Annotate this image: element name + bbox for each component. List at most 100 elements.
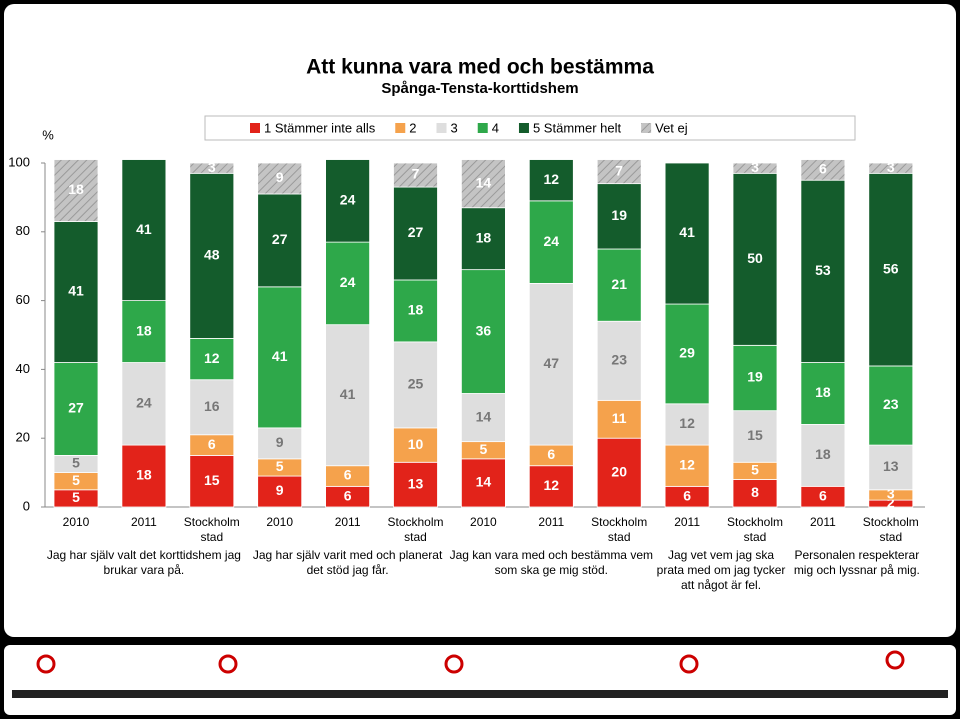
x-tick-label: Stockholm stad: [726, 515, 784, 544]
data-label: 18: [815, 384, 831, 400]
legend-label: Vet ej: [655, 120, 688, 135]
bar-segment: [189, 379, 235, 436]
y-tick-label: 20: [16, 430, 30, 445]
data-label: 6: [819, 487, 827, 503]
bar-segment: [460, 269, 506, 394]
bar-segment: [596, 159, 642, 185]
data-label: 20: [611, 463, 627, 479]
data-label: 5: [72, 472, 80, 488]
data-label: 3: [887, 486, 895, 502]
x-tick-label: 2011: [130, 515, 157, 529]
legend-label: 3: [451, 120, 458, 135]
data-label: 23: [611, 352, 627, 368]
bar-segment: [596, 248, 642, 322]
data-label: 6: [344, 487, 352, 503]
bar-segment: [189, 172, 235, 339]
bar-segment: [800, 362, 846, 425]
legend-label: 1 Stämmer inte alls: [264, 120, 376, 135]
data-label: 12: [679, 415, 695, 431]
bar-segment: [800, 159, 846, 181]
data-label: 41: [68, 283, 84, 299]
bar-segment: [868, 365, 914, 446]
data-label: 27: [272, 231, 288, 247]
legend-swatch: [477, 123, 488, 133]
bar-segment: [528, 282, 574, 446]
data-label: 36: [476, 322, 492, 338]
data-label: 27: [408, 224, 424, 240]
bar-segment: [325, 324, 371, 467]
bar-segment: [257, 475, 303, 508]
chart-subtitle: Spånga-Tensta-korttidshem: [381, 80, 578, 97]
data-label: 24: [340, 192, 356, 208]
data-label: 19: [611, 207, 627, 223]
data-label: 12: [204, 350, 220, 366]
data-label: 5: [751, 462, 759, 478]
data-label: 41: [136, 221, 152, 237]
bar-segment: [732, 410, 778, 463]
y-tick-label: 40: [16, 361, 30, 376]
data-label: 9: [276, 169, 284, 185]
bar-segment: [393, 279, 438, 343]
bar-segment: [664, 162, 710, 305]
data-label: 27: [68, 400, 84, 416]
data-label: 10: [408, 436, 424, 452]
bar-segment: [257, 162, 303, 195]
x-tick-label: 2011: [809, 515, 836, 529]
x-tick-label: 2011: [538, 515, 565, 529]
bar-segment: [257, 286, 303, 429]
data-label: 3: [208, 159, 216, 175]
data-label: 18: [476, 229, 492, 245]
data-label: 21: [611, 276, 627, 292]
data-label: 9: [276, 482, 284, 498]
x-tick-label: 2011: [334, 515, 361, 529]
data-label: 11: [612, 410, 627, 426]
data-label: 9: [276, 434, 284, 450]
silhouettes: [12, 650, 948, 698]
bar-segment: [732, 344, 778, 412]
data-label: 7: [412, 166, 420, 182]
bar-segment: [325, 241, 371, 326]
y-axis-label: %: [42, 127, 54, 142]
bar-segment: [596, 183, 642, 250]
data-label: 41: [272, 348, 288, 364]
x-tick-label: 2010: [470, 515, 497, 529]
bar-segment: [528, 159, 574, 202]
data-label: 41: [679, 224, 695, 240]
bar-segment: [596, 437, 642, 508]
data-label: 6: [208, 436, 216, 452]
data-label: 24: [340, 274, 356, 290]
data-label: 18: [136, 322, 152, 338]
bar-segment: [325, 159, 371, 243]
data-label: 24: [136, 395, 152, 411]
data-label: 5: [72, 455, 80, 471]
x-tick-label: 2011: [674, 515, 700, 529]
bar-segment: [596, 320, 642, 401]
legend: [204, 115, 856, 141]
x-tick-label: Stockholm stad: [183, 515, 240, 544]
data-label: 5: [276, 458, 284, 474]
legend-swatch: [395, 123, 406, 133]
bar-segment: [732, 172, 778, 346]
data-label: 13: [883, 458, 899, 474]
group-label: Jag har själv valt det korttidshem jag b…: [46, 548, 241, 577]
data-label: 29: [679, 345, 695, 361]
data-label: 50: [747, 250, 763, 266]
data-label: 6: [683, 487, 691, 503]
data-label: 13: [408, 475, 424, 491]
x-tick-label: 2010: [62, 515, 90, 529]
data-label: 16: [204, 398, 220, 414]
bar-segment: [528, 465, 574, 508]
data-label: 18: [408, 302, 424, 318]
bar-segment: [53, 159, 99, 222]
bar-segment: [189, 162, 235, 174]
bar-segment: [257, 193, 303, 288]
data-label: 24: [544, 233, 560, 249]
bar-segment: [393, 162, 438, 188]
y-tick-label: 100: [8, 154, 30, 169]
data-label: 53: [815, 262, 831, 278]
data-label: 14: [476, 408, 492, 424]
bar-segment: [121, 300, 167, 363]
bar-segment: [393, 427, 438, 463]
x-tick-label: 2010: [266, 515, 294, 529]
